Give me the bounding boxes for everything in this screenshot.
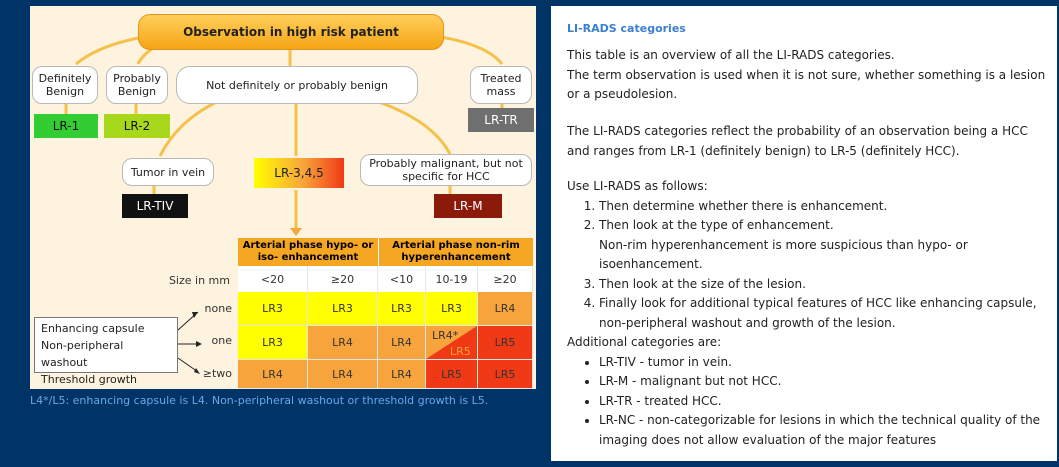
cell-none-2: LR3 xyxy=(308,292,378,326)
line-to-prob-malignant xyxy=(359,94,452,155)
lrm-tag: LR-M xyxy=(434,194,502,218)
cell-one-3: LR4 xyxy=(378,326,426,360)
step-4: Finally look for additional typical feat… xyxy=(599,294,1047,333)
cell-none-5: LR4 xyxy=(478,292,533,326)
cell-two-4: LR5 xyxy=(426,360,478,389)
cell-two-1: LR4 xyxy=(238,360,308,389)
cell-one-4-upper: LR4* xyxy=(432,329,459,342)
cell-one-1: LR3 xyxy=(238,326,308,360)
cell-none-4: LR3 xyxy=(426,292,478,326)
feature-growth: Threshold growth xyxy=(41,373,137,386)
row-label-none: none xyxy=(204,302,232,315)
size-label: Size in mm xyxy=(168,274,230,287)
size-col-1: <20 xyxy=(238,266,308,292)
lr1-tag: LR-1 xyxy=(34,114,98,138)
header-hypo: Arterial phase hypo- or iso- enhancement xyxy=(238,238,379,266)
step-2: Then look at the type of enhancement. No… xyxy=(599,216,1047,275)
additional-lrnc: LR-NC - non-categorizable for lesions in… xyxy=(599,411,1047,450)
info-panel: LI-RADS categories This table is an over… xyxy=(551,6,1057,461)
additional-lrm: LR-M - malignant but not HCC. xyxy=(599,372,1047,392)
header-nonrim: Arterial phase non-rim hyperenhancement xyxy=(379,238,533,266)
steps-list: Then determine whether there is enhancem… xyxy=(567,197,1047,334)
cell-two-5: LR5 xyxy=(478,360,533,389)
cell-one-4-lower: LR5 xyxy=(450,345,471,358)
additional-lrtiv: LR-TIV - tumor in vein. xyxy=(599,353,1047,373)
cell-one-2: LR4 xyxy=(308,326,378,360)
cell-one-4-split: LR4* LR5 xyxy=(426,326,478,360)
tumor-in-vein-box: Tumor in vein xyxy=(122,158,214,186)
info-p1b: The term observation is used when it is … xyxy=(567,67,1046,102)
use-intro: Use LI-RADS as follows: xyxy=(567,179,708,193)
info-p1a: This table is an overview of all the LI-… xyxy=(567,48,895,62)
arrow-to-table xyxy=(290,228,302,236)
definitely-benign-box: Definitely Benign xyxy=(32,66,98,104)
step-2-text: Then look at the type of enhancement. xyxy=(599,218,834,232)
step-2-note: Non-rim hyperenhancement is more suspici… xyxy=(599,237,968,272)
info-title: LI-RADS categories xyxy=(567,22,686,35)
liradis-diagram: Observation in high risk patient Definit… xyxy=(30,6,536,389)
size-col-5: ≥20 xyxy=(478,266,533,292)
lrtiv-tag: LR-TIV xyxy=(122,194,188,218)
feature-capsule: Enhancing capsule xyxy=(41,322,145,335)
line-to-tumor-in-vein xyxy=(158,94,231,157)
additional-list: LR-TIV - tumor in vein. LR-M - malignant… xyxy=(567,353,1047,451)
lr345-tag: LR-3,4,5 xyxy=(254,158,344,188)
info-intro: This table is an overview of all the LI-… xyxy=(567,46,1047,105)
lr2-tag: LR-2 xyxy=(104,114,170,138)
probably-benign-box: Probably Benign xyxy=(106,66,168,104)
size-col-2: ≥20 xyxy=(308,266,378,292)
info-usage: Use LI-RADS as follows: Then determine w… xyxy=(567,177,1047,450)
diagram-caption: L4*/L5: enhancing capsule is L4. Non-per… xyxy=(30,394,489,407)
cell-none-3: LR3 xyxy=(378,292,426,326)
step-3: Then look at the size of the lesion. xyxy=(599,275,1047,295)
prob-malignant-box: Probably malignant, but not specific for… xyxy=(360,154,532,186)
size-col-3: <10 xyxy=(378,266,426,292)
cell-one-5: LR5 xyxy=(478,326,533,360)
not-benign-box: Not definitely or probably benign xyxy=(176,66,418,104)
additional-intro: Additional categories are: xyxy=(567,335,722,349)
additional-lrtr: LR-TR - treated HCC. xyxy=(599,392,1047,412)
feature-washout: Non-peripheral washout xyxy=(41,339,124,369)
size-col-4: 10-19 xyxy=(426,266,478,292)
treated-mass-box: Treated mass xyxy=(470,66,532,104)
row-label-two: ≥two xyxy=(202,367,232,380)
cell-two-2: LR4 xyxy=(308,360,378,389)
cell-none-1: LR3 xyxy=(238,292,308,326)
title-observation-box: Observation in high risk patient xyxy=(138,14,444,50)
step-1: Then determine whether there is enhancem… xyxy=(599,197,1047,217)
features-box: Enhancing capsule Non-peripheral washout… xyxy=(34,317,178,386)
lrtr-tag: LR-TR xyxy=(468,108,534,132)
row-label-one: one xyxy=(211,334,232,347)
info-p2: The LI-RADS categories reflect the proba… xyxy=(567,124,1028,158)
cell-two-3: LR4 xyxy=(378,360,426,389)
arrow-two xyxy=(177,357,199,373)
